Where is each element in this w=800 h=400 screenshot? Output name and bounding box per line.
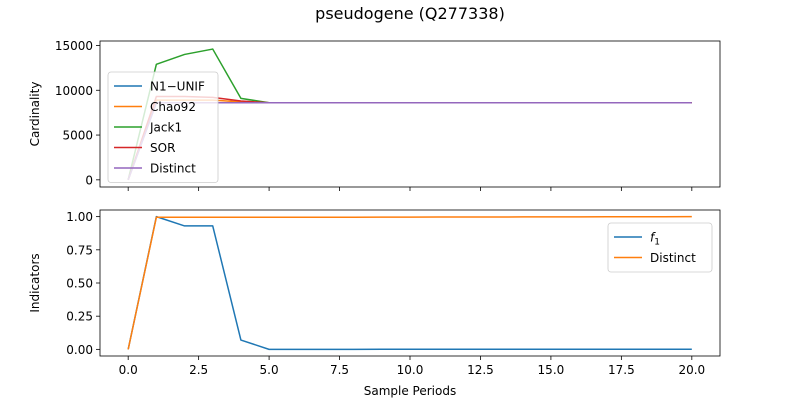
legend-label-4: Distinct: [150, 162, 196, 176]
y-axis-label: Indicators: [28, 253, 42, 312]
x-tick-label: 5.0: [260, 363, 279, 377]
series-line-0: [127, 215, 692, 351]
x-axis-label: Sample Periods: [364, 384, 456, 398]
y-tick-label: 10000: [55, 84, 93, 98]
y-tick-label: 1.00: [66, 210, 93, 224]
legend-label-3: SOR: [150, 141, 175, 155]
cardinality-panel: 0 5000 10000 15000 Cardinality N1−UNIF Chao92 J…: [28, 39, 721, 191]
figure-title: pseudogene (Q277338): [315, 4, 505, 23]
legend-label-0: N1−UNIF: [150, 80, 205, 94]
y-axis-label: Cardinality: [28, 82, 42, 147]
x-tick-label: 15.0: [538, 363, 565, 377]
y-tick-label: 0.25: [66, 310, 93, 324]
series-line-1: [127, 215, 692, 350]
x-tick-label: 7.5: [330, 363, 349, 377]
y-tick-label: 15000: [55, 39, 93, 53]
legend-box: [107, 71, 219, 183]
x-tick-label: 0.0: [119, 363, 138, 377]
indicators-panel: 0.0 2.5 5.0 7.5 10.0 12.5 15.0 17.5 20.0 0.00 0.25…: [28, 209, 721, 398]
x-tick-label: 12.5: [467, 363, 494, 377]
x-tick-label: 10.0: [397, 363, 424, 377]
series-line-4: [127, 102, 692, 181]
y-tick-label: 0.00: [66, 343, 93, 357]
x-tick-label: 2.5: [189, 363, 208, 377]
y-tick-label: 0: [85, 173, 93, 187]
legend-box: [607, 222, 713, 273]
x-tick-label: 17.5: [608, 363, 635, 377]
legend-label-1: Chao92: [150, 100, 196, 114]
x-tick-label: 20.0: [678, 363, 705, 377]
legend-label-1: Distinct: [650, 251, 696, 265]
legend-label-2: Jack1: [149, 121, 182, 135]
y-tick-label: 0.75: [66, 243, 93, 257]
legend-label-0: f1: [650, 231, 660, 248]
y-tick-label: 5000: [62, 129, 93, 143]
y-tick-label: 0.50: [66, 277, 93, 291]
